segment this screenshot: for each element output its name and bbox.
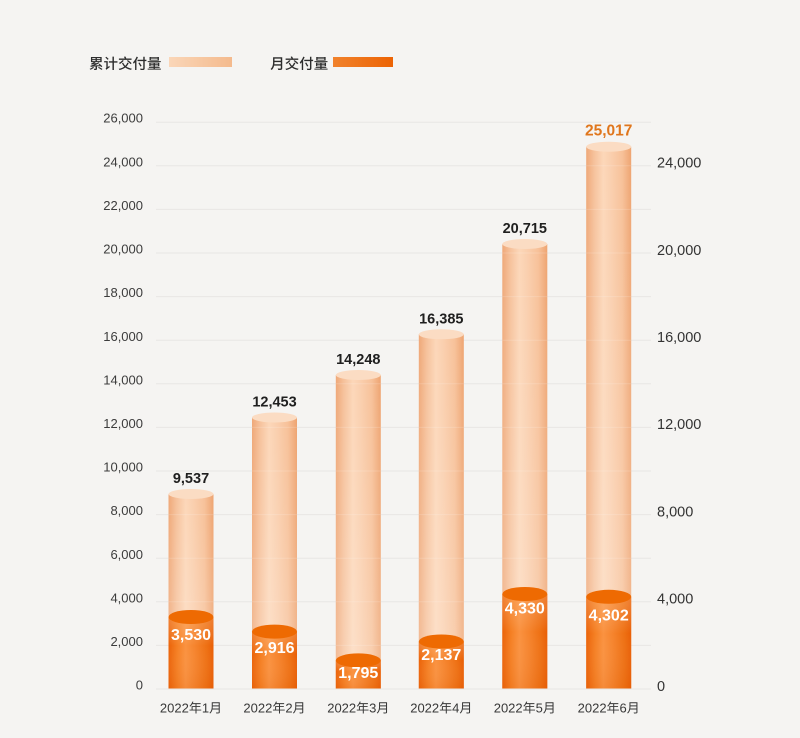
svg-text:20,000: 20,000 — [103, 242, 143, 257]
svg-text:12,000: 12,000 — [103, 416, 143, 431]
svg-text:22,000: 22,000 — [103, 198, 143, 213]
svg-text:2,916: 2,916 — [254, 640, 294, 657]
svg-text:2,000: 2,000 — [110, 634, 143, 649]
svg-text:20,000: 20,000 — [657, 243, 701, 259]
svg-text:18,000: 18,000 — [103, 285, 143, 300]
svg-text:14,000: 14,000 — [103, 372, 143, 387]
svg-text:10,000: 10,000 — [103, 460, 143, 475]
svg-text:1: 1 — [202, 701, 209, 716]
svg-text:2,137: 2,137 — [421, 647, 461, 664]
svg-text:2022: 2022 — [494, 701, 523, 716]
svg-text:4,302: 4,302 — [589, 607, 629, 624]
svg-text:2022: 2022 — [410, 701, 439, 716]
svg-text:4,000: 4,000 — [657, 592, 693, 608]
svg-text:6: 6 — [620, 701, 627, 716]
svg-text:25,017: 25,017 — [585, 123, 632, 140]
svg-text:2022: 2022 — [327, 701, 356, 716]
svg-text:2022: 2022 — [160, 701, 189, 716]
svg-text:26,000: 26,000 — [103, 111, 143, 126]
svg-text:24,000: 24,000 — [103, 154, 143, 169]
svg-text:0: 0 — [657, 679, 665, 695]
svg-text:8,000: 8,000 — [110, 503, 143, 518]
svg-text:2022: 2022 — [578, 701, 607, 716]
svg-text:6,000: 6,000 — [110, 547, 143, 562]
svg-text:4,000: 4,000 — [110, 590, 143, 605]
svg-text:3: 3 — [369, 701, 376, 716]
svg-text:16,000: 16,000 — [657, 330, 701, 346]
svg-text:1,795: 1,795 — [338, 665, 378, 682]
svg-text:16,000: 16,000 — [103, 329, 143, 344]
svg-text:16,385: 16,385 — [419, 311, 463, 327]
svg-text:5: 5 — [536, 701, 543, 716]
svg-text:14,248: 14,248 — [336, 352, 380, 368]
svg-text:24,000: 24,000 — [657, 156, 701, 172]
svg-text:2: 2 — [285, 701, 292, 716]
svg-text:4: 4 — [452, 701, 459, 716]
svg-text:9,537: 9,537 — [173, 471, 209, 487]
svg-text:20,715: 20,715 — [503, 221, 547, 237]
svg-text:12,000: 12,000 — [657, 417, 701, 433]
svg-text:0: 0 — [136, 678, 143, 693]
svg-text:4,330: 4,330 — [505, 600, 545, 617]
svg-text:2022: 2022 — [243, 701, 272, 716]
svg-text:12,453: 12,453 — [252, 395, 296, 411]
svg-text:8,000: 8,000 — [657, 504, 693, 520]
svg-text:3,530: 3,530 — [171, 627, 211, 644]
